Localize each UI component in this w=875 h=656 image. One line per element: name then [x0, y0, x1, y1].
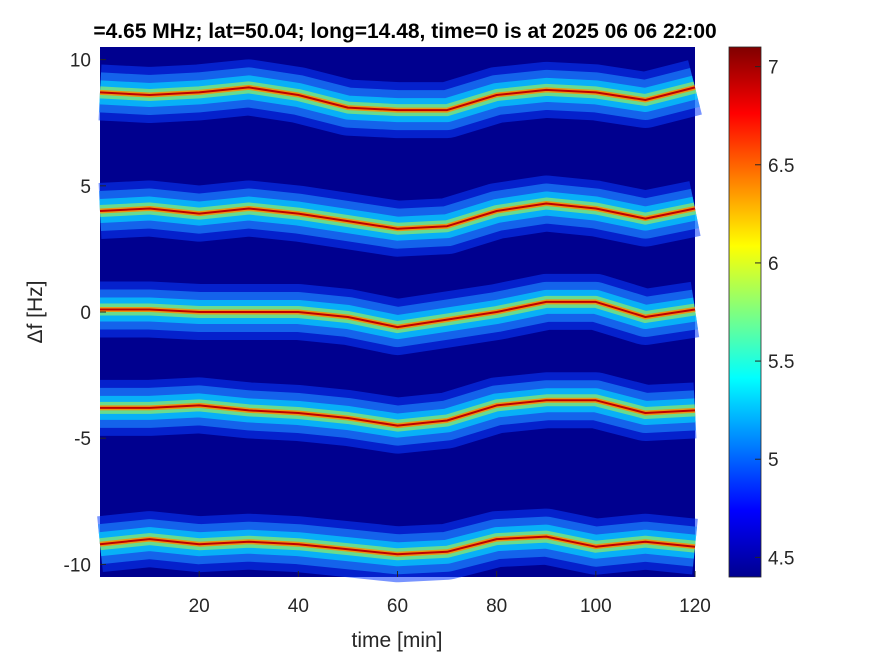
chart-title: =4.65 MHz; lat=50.04; long=14.48, time=0…	[93, 20, 716, 43]
colorbar	[728, 46, 762, 578]
band-4	[100, 372, 697, 454]
y-tick-label: 0	[80, 303, 91, 324]
band-trace	[99, 535, 696, 556]
band-trace	[99, 202, 696, 230]
y-tick-label: 10	[70, 51, 91, 72]
x-tick-label: 80	[486, 596, 507, 617]
y-axis-label: Δf [Hz]	[24, 280, 47, 343]
y-tick-label: 5	[80, 177, 91, 198]
x-axis-label: time [min]	[351, 629, 442, 652]
x-tick-label: 120	[679, 596, 711, 617]
x-tick-label: 100	[580, 596, 612, 617]
y-tick-label: -10	[64, 555, 91, 576]
colorbar-axis: 7 6.5 6 5.5 5 4.5	[755, 58, 794, 569]
band-2	[98, 175, 701, 257]
colorbar-tick-label: 6.5	[768, 156, 794, 177]
band-trace	[100, 300, 696, 329]
x-tick-label: 20	[189, 596, 210, 617]
x-axis: 20 40 60 80 100 120	[189, 571, 711, 617]
colorbar-tick-label: 5	[768, 450, 779, 471]
band-1	[98, 59, 702, 139]
colorbar-tick-label: 5.5	[768, 352, 794, 373]
colorbar-tick-label: 6	[768, 254, 779, 275]
band-trace	[99, 86, 696, 112]
band-trace	[100, 399, 696, 427]
x-tick-label: 60	[387, 596, 408, 617]
y-axis: 10 5 0 -5 -10	[64, 51, 106, 576]
colorbar-tick-label: 4.5	[768, 548, 794, 569]
band-5	[97, 508, 698, 583]
band-layer	[97, 59, 702, 583]
colorbar-tick-label: 7	[768, 58, 779, 79]
y-tick-label: -5	[74, 429, 91, 450]
band-3	[100, 273, 700, 356]
x-tick-label: 40	[288, 596, 309, 617]
